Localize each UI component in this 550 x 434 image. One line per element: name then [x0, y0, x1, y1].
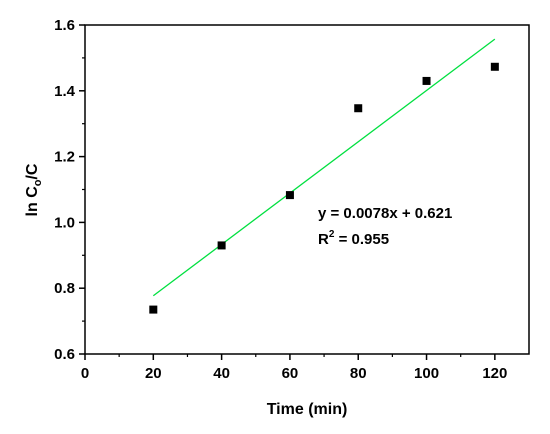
r-squared-sup: 2: [329, 229, 335, 240]
data-point: [490, 62, 499, 71]
data-point: [422, 76, 431, 85]
x-axis-ticks: 0 20 40 60 80 100 120: [81, 354, 507, 382]
x-tick-label: 60: [282, 365, 299, 382]
data-point: [285, 191, 294, 200]
y-tick-label: 0.6: [54, 346, 75, 363]
y-axis-label-main: ln C: [24, 186, 41, 217]
fit-equation: y = 0.0078x + 0.621: [318, 205, 452, 222]
r-squared-tail: = 0.955: [334, 231, 389, 248]
data-points: [149, 62, 499, 314]
plot-area: [84, 24, 530, 355]
x-tick-label: 0: [81, 365, 89, 382]
y-axis-label-tail: /C: [24, 163, 41, 179]
r-squared-main: R: [318, 231, 329, 248]
data-point: [149, 305, 158, 314]
y-tick-label: 1.4: [54, 83, 76, 100]
y-tick-label: 1.6: [54, 17, 75, 34]
x-tick-label: 120: [482, 365, 507, 382]
y-tick-label: 1.0: [54, 214, 75, 231]
x-tick-label: 20: [145, 365, 162, 382]
y-axis-label: ln Co/C: [24, 163, 44, 216]
r-squared: R2 = 0.955: [318, 229, 389, 248]
y-axis-ticks: 0.6 0.8 1.0 1.2 1.4 1.6: [54, 17, 85, 363]
data-point: [217, 241, 226, 250]
x-tick-label: 100: [414, 365, 439, 382]
fit-line: [152, 38, 496, 297]
x-axis-label: Time (min): [267, 401, 348, 418]
y-axis-label-sub: o: [32, 179, 44, 186]
x-tick-label: 40: [213, 365, 230, 382]
y-tick-label: 0.8: [54, 280, 75, 297]
data-point: [354, 104, 363, 113]
y-tick-label: 1.2: [54, 149, 75, 166]
x-tick-label: 80: [350, 365, 367, 382]
